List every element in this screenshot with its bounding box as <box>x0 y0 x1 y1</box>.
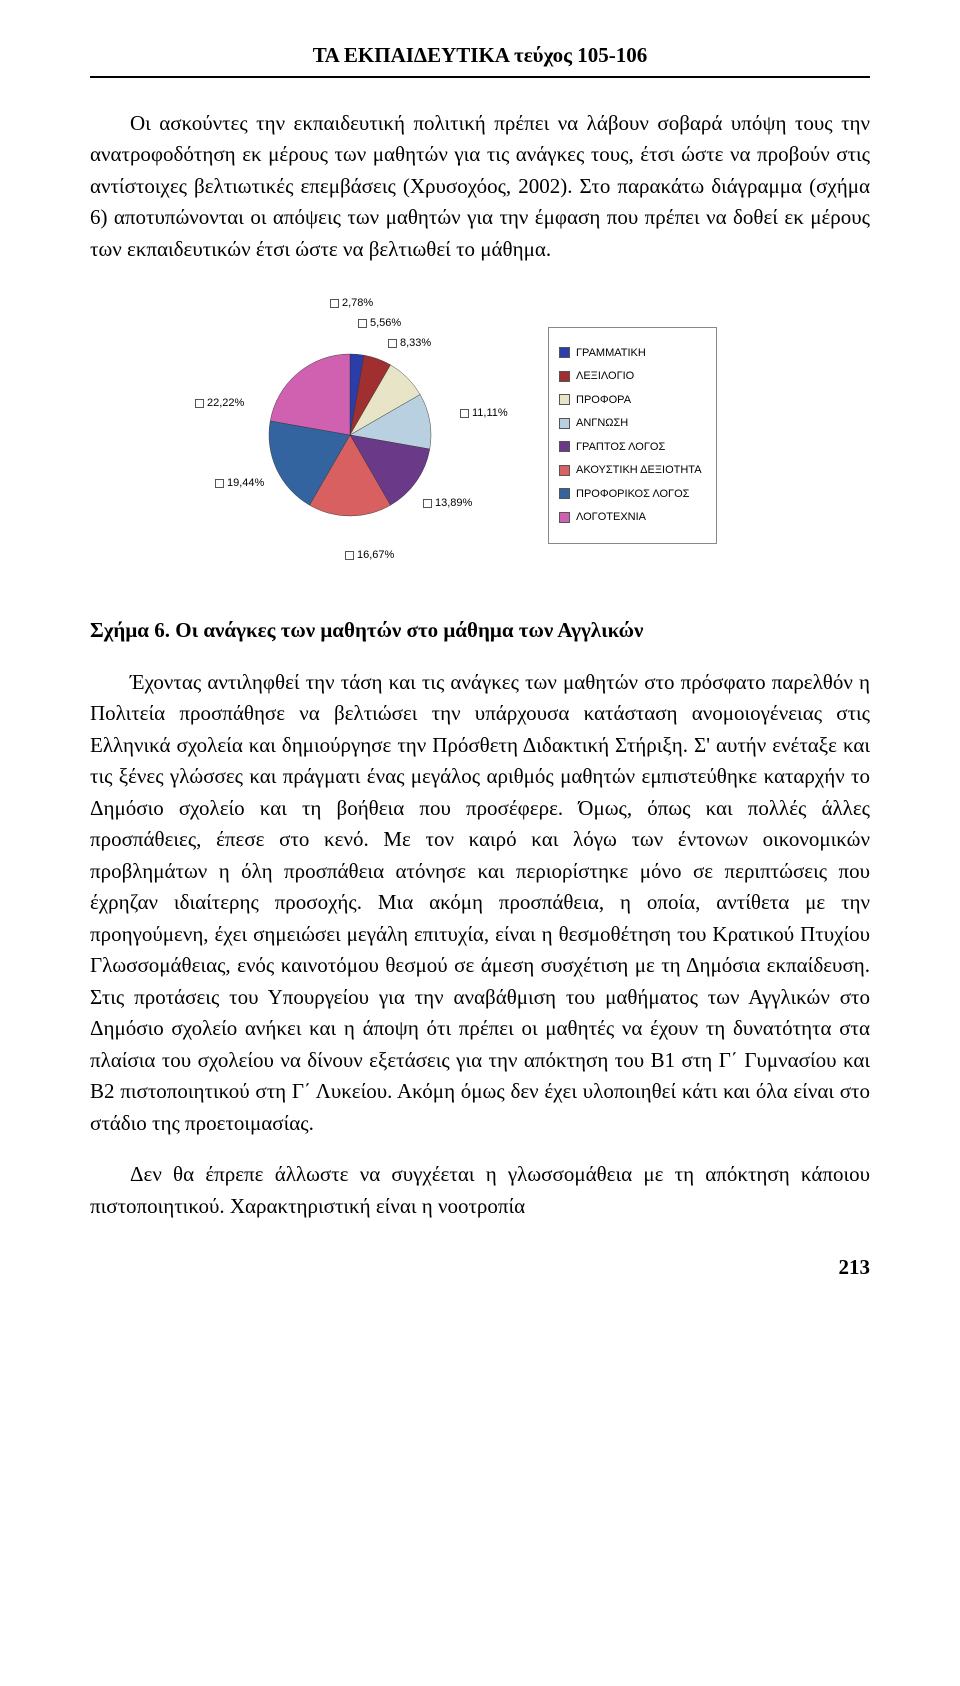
legend-item: ΓΡΑΠΤΟΣ ΛΟΓΟΣ <box>559 439 702 456</box>
pie-label-marker <box>195 399 204 408</box>
pie-area: 2,78% 5,56% 8,33% 11,11% 13,89% 16,67% 19,44% 2… <box>170 285 530 585</box>
page-number: 213 <box>90 1252 870 1284</box>
legend-swatch <box>559 441 570 452</box>
pie-label-text: 5,56% <box>370 315 401 332</box>
legend-swatch <box>559 418 570 429</box>
legend-item: ΑΝΓΝΩΣΗ <box>559 415 702 432</box>
page-header: ΤΑ ΕΚΠΑΙΔΕΥΤΙΚΑ τεύχος 105-106 <box>90 40 870 78</box>
pie-label-marker <box>388 339 397 348</box>
pie-label-text: 19,44% <box>227 475 264 492</box>
legend-swatch <box>559 465 570 476</box>
figure-caption: Σχήμα 6. Οι ανάγκες των μαθητών στο μάθη… <box>90 615 870 647</box>
pie-label-marker <box>330 299 339 308</box>
pie-slice-label: 22,22% <box>195 395 244 412</box>
paragraph-1: Οι ασκούντες την εκπαιδευτική πολιτική π… <box>90 108 870 266</box>
legend-label: ΠΡΟΦΟΡΙΚΟΣ ΛΟΓΟΣ <box>576 486 689 503</box>
pie-label-text: 8,33% <box>400 335 431 352</box>
pie-slice <box>270 354 350 435</box>
legend-label: ΛΟΓΟΤΕΧΝΙΑ <box>576 509 646 526</box>
pie-slice-label: 16,67% <box>345 547 394 564</box>
legend-label: ΓΡΑΠΤΟΣ ΛΟΓΟΣ <box>576 439 665 456</box>
paragraph-3: Δεν θα έπρεπε άλλωστε να συγχέεται η γλω… <box>90 1159 870 1222</box>
legend-item: ΠΡΟΦΟΡΙΚΟΣ ΛΟΓΟΣ <box>559 486 702 503</box>
pie-slice-label: 11,11% <box>460 405 508 422</box>
pie-label-marker <box>215 479 224 488</box>
legend-swatch <box>559 347 570 358</box>
pie-svg <box>260 345 440 525</box>
pie-label-text: 13,89% <box>435 495 472 512</box>
legend-swatch <box>559 394 570 405</box>
pie-label-text: 22,22% <box>207 395 244 412</box>
chart-legend: ΓΡΑΜΜΑΤΙΚΗ ΛΕΞΙΛΟΓΙΟ ΠΡΟΦΟΡΑ ΑΝΓΝΩΣΗ ΓΡΑΠΤΟΣ… <box>548 327 717 544</box>
legend-swatch <box>559 512 570 523</box>
legend-item: ΑΚΟΥΣΤΙΚΗ ΔΕΞΙΟΤΗΤΑ <box>559 462 702 479</box>
legend-item: ΛΕΞΙΛΟΓΙΟ <box>559 368 702 385</box>
pie-chart: 2,78% 5,56% 8,33% 11,11% 13,89% 16,67% 19,44% 2… <box>170 285 790 585</box>
legend-item: ΛΟΓΟΤΕΧΝΙΑ <box>559 509 702 526</box>
pie-slice-label: 13,89% <box>423 495 472 512</box>
pie-label-text: 11,11% <box>472 405 508 422</box>
pie-label-marker <box>423 499 432 508</box>
pie-label-marker <box>460 409 469 418</box>
paragraph-2: Έχοντας αντιληφθεί την τάση και τις ανάγ… <box>90 667 870 1140</box>
pie-slice-label: 8,33% <box>388 335 431 352</box>
legend-label: ΠΡΟΦΟΡΑ <box>576 392 631 409</box>
legend-swatch <box>559 488 570 499</box>
legend-item: ΓΡΑΜΜΑΤΙΚΗ <box>559 345 702 362</box>
pie-slice-label: 2,78% <box>330 295 373 312</box>
pie-label-marker <box>345 551 354 560</box>
legend-label: ΓΡΑΜΜΑΤΙΚΗ <box>576 345 646 362</box>
legend-label: ΑΚΟΥΣΤΙΚΗ ΔΕΞΙΟΤΗΤΑ <box>576 462 702 479</box>
pie-label-marker <box>358 319 367 328</box>
pie-slice-label: 5,56% <box>358 315 401 332</box>
pie-label-text: 2,78% <box>342 295 373 312</box>
pie-slice-label: 19,44% <box>215 475 264 492</box>
legend-label: ΑΝΓΝΩΣΗ <box>576 415 628 432</box>
legend-swatch <box>559 371 570 382</box>
legend-label: ΛΕΞΙΛΟΓΙΟ <box>576 368 634 385</box>
pie-label-text: 16,67% <box>357 547 394 564</box>
legend-item: ΠΡΟΦΟΡΑ <box>559 392 702 409</box>
